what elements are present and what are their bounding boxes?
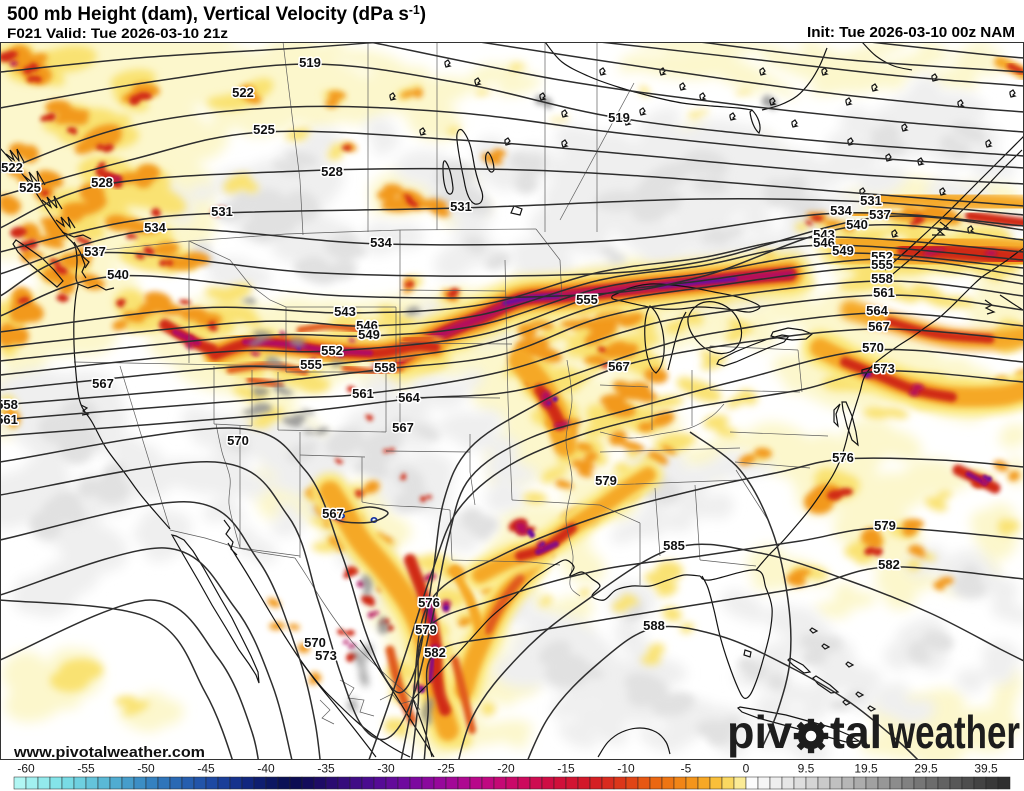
svg-text:564: 564 bbox=[866, 303, 888, 318]
svg-text:0: 0 bbox=[743, 762, 750, 776]
svg-text:579: 579 bbox=[874, 518, 896, 533]
svg-text:543: 543 bbox=[813, 227, 835, 242]
svg-text:519: 519 bbox=[608, 110, 630, 125]
svg-text:549: 549 bbox=[832, 243, 854, 258]
svg-text:552: 552 bbox=[321, 343, 343, 358]
svg-text:567: 567 bbox=[868, 319, 890, 334]
svg-text:540: 540 bbox=[107, 267, 129, 282]
svg-text:576: 576 bbox=[832, 450, 854, 465]
svg-text:522: 522 bbox=[232, 85, 254, 100]
svg-text:546: 546 bbox=[813, 235, 835, 250]
svg-text:522: 522 bbox=[1, 160, 23, 175]
svg-text:549: 549 bbox=[358, 327, 380, 342]
svg-text:525: 525 bbox=[253, 122, 275, 137]
svg-text:588: 588 bbox=[643, 618, 665, 633]
svg-text:534: 534 bbox=[370, 235, 392, 250]
svg-text:552: 552 bbox=[871, 249, 893, 264]
svg-text:534: 534 bbox=[144, 220, 166, 235]
svg-text:573: 573 bbox=[873, 361, 895, 376]
svg-text:558: 558 bbox=[374, 360, 396, 375]
svg-text:582: 582 bbox=[424, 645, 446, 660]
svg-text:534: 534 bbox=[830, 203, 852, 218]
svg-text:564: 564 bbox=[398, 390, 420, 405]
svg-text:-25: -25 bbox=[437, 762, 455, 776]
svg-text:-20: -20 bbox=[497, 762, 515, 776]
svg-text:-10: -10 bbox=[617, 762, 635, 776]
svg-text:39.5: 39.5 bbox=[974, 762, 998, 776]
svg-text:-45: -45 bbox=[197, 762, 215, 776]
svg-text:537: 537 bbox=[84, 244, 106, 259]
svg-text:567: 567 bbox=[322, 506, 344, 521]
svg-text:579: 579 bbox=[595, 473, 617, 488]
svg-text:Init: Tue 2026-03-10 00z NAM: Init: Tue 2026-03-10 00z NAM bbox=[807, 25, 1015, 41]
svg-text:29.5: 29.5 bbox=[914, 762, 938, 776]
svg-text:-60: -60 bbox=[17, 762, 35, 776]
svg-text:585: 585 bbox=[663, 538, 685, 553]
svg-text:558: 558 bbox=[0, 397, 18, 412]
svg-text:piv: piv bbox=[727, 706, 792, 758]
svg-text:519: 519 bbox=[299, 55, 321, 70]
svg-text:-55: -55 bbox=[77, 762, 95, 776]
svg-text:19.5: 19.5 bbox=[854, 762, 878, 776]
svg-text:555: 555 bbox=[871, 257, 893, 272]
svg-text:570: 570 bbox=[227, 433, 249, 448]
svg-text:543: 543 bbox=[334, 304, 356, 319]
svg-text:546: 546 bbox=[356, 318, 378, 333]
svg-text:www.pivotalweather.com: www.pivotalweather.com bbox=[13, 744, 205, 761]
svg-text:579: 579 bbox=[415, 622, 437, 637]
svg-text:567: 567 bbox=[92, 376, 114, 391]
svg-text:531: 531 bbox=[211, 204, 233, 219]
svg-text:F021 Valid: Tue 2026-03-10 21z: F021 Valid: Tue 2026-03-10 21z bbox=[7, 25, 228, 41]
svg-text:-50: -50 bbox=[137, 762, 155, 776]
svg-text:-35: -35 bbox=[317, 762, 335, 776]
svg-text:525: 525 bbox=[19, 180, 41, 195]
svg-text:540: 540 bbox=[846, 217, 868, 232]
svg-text:555: 555 bbox=[300, 357, 322, 372]
svg-text:531: 531 bbox=[450, 199, 472, 214]
svg-text:570: 570 bbox=[862, 340, 884, 355]
svg-text:-15: -15 bbox=[557, 762, 575, 776]
svg-text:561: 561 bbox=[873, 285, 895, 300]
svg-text:tal: tal bbox=[830, 706, 882, 758]
svg-text:528: 528 bbox=[91, 175, 113, 190]
svg-text:567: 567 bbox=[392, 420, 414, 435]
svg-text:537: 537 bbox=[869, 207, 891, 222]
svg-text:-30: -30 bbox=[377, 762, 395, 776]
svg-text:531: 531 bbox=[860, 193, 882, 208]
svg-text:558: 558 bbox=[871, 271, 893, 286]
svg-text:500 mb Height (dam), Vertical: 500 mb Height (dam), Vertical Velocity (… bbox=[7, 3, 426, 25]
svg-text:561: 561 bbox=[352, 386, 374, 401]
svg-text:-40: -40 bbox=[257, 762, 275, 776]
svg-text:573: 573 bbox=[315, 648, 337, 663]
svg-text:582: 582 bbox=[878, 557, 900, 572]
svg-text:555: 555 bbox=[576, 292, 598, 307]
svg-text:-5: -5 bbox=[681, 762, 692, 776]
svg-text:567: 567 bbox=[608, 359, 630, 374]
svg-text:570: 570 bbox=[304, 635, 326, 650]
svg-text:528: 528 bbox=[321, 164, 343, 179]
svg-text:561: 561 bbox=[0, 412, 18, 427]
svg-text:weather: weather bbox=[887, 706, 1020, 758]
svg-text:9.5: 9.5 bbox=[798, 762, 815, 776]
svg-text:576: 576 bbox=[418, 595, 440, 610]
